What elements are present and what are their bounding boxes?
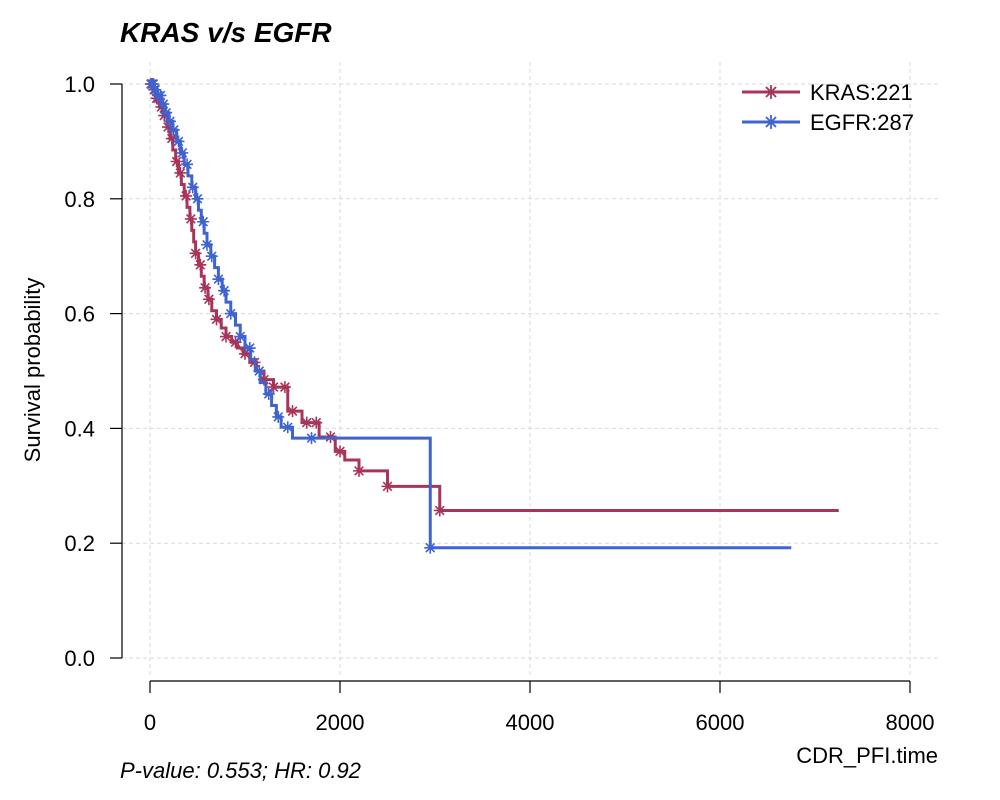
censor-mark-egfr-2 (149, 83, 162, 96)
y-tick-label-0: 0.0 (64, 646, 95, 671)
censor-mark-kras-12 (184, 212, 197, 225)
censor-mark-egfr-23 (262, 387, 275, 400)
censor-mark-egfr-6 (160, 106, 173, 119)
censor-mark-kras-11 (180, 189, 193, 202)
censor-mark-kras-20 (239, 347, 251, 360)
censor-mark-egfr-18 (218, 284, 231, 297)
axes: 0.0 0.2 0.4 0.6 0.8 1.0 0 2000 4000 6000 8000 (64, 72, 934, 735)
censor-mark-egfr-7 (163, 115, 176, 128)
y-axis-label: Survival probability (20, 278, 45, 463)
censor-mark-egfr-17 (212, 273, 225, 286)
censor-mark-kras-23 (267, 381, 280, 394)
censor-mark-kras-31 (381, 480, 394, 493)
y-tick-label-5: 1.0 (64, 72, 95, 97)
x-tick-label-1: 2000 (316, 710, 365, 735)
y-tick-label-2: 0.4 (64, 416, 95, 441)
censor-mark-egfr-9 (172, 135, 185, 148)
censor-mark-kras-22 (258, 373, 270, 386)
censor-mark-egfr-4 (154, 89, 167, 102)
censor-mark-kras-29 (334, 445, 346, 458)
censor-mark-egfr-5 (157, 98, 170, 111)
censor-mark-egfr-14 (197, 215, 210, 228)
censor-mark-egfr-8 (167, 123, 180, 136)
censor-mark-kras-19 (229, 336, 242, 349)
grid (122, 62, 940, 676)
censor-mark-kras-18 (220, 330, 232, 343)
series-layer (144, 78, 839, 554)
censor-mark-kras-30 (353, 464, 365, 477)
legend: KRAS:221 EGFR:287 (742, 80, 914, 135)
censor-mark-kras-25 (286, 405, 299, 418)
censor-mark-egfr-1 (147, 78, 160, 90)
censor-mark-egfr-22 (253, 365, 266, 377)
series-kras (144, 78, 839, 517)
censor-mark-kras-10 (174, 166, 187, 179)
legend-marker-egfr (764, 115, 778, 129)
censor-mark-egfr-21 (243, 342, 256, 355)
x-tick-label-0: 0 (144, 710, 156, 735)
censor-mark-kras-8 (165, 132, 178, 145)
censor-mark-egfr-27 (424, 541, 437, 554)
y-tick-label-3: 0.6 (64, 302, 95, 327)
censor-mark-kras-27 (310, 416, 323, 429)
series-egfr (145, 78, 792, 554)
censor-mark-egfr-12 (186, 181, 199, 194)
censor-mark-egfr-11 (181, 158, 194, 171)
censor-mark-egfr-19 (224, 307, 237, 320)
censor-mark-kras-17 (210, 313, 223, 326)
censor-mark-egfr-10 (176, 146, 189, 159)
censor-mark-egfr-15 (201, 238, 213, 251)
censor-mark-kras-26 (300, 416, 313, 429)
legend-label-egfr: EGFR:287 (810, 110, 914, 135)
legend-item-kras: KRAS:221 (742, 80, 913, 105)
chart-title: KRAS v/s EGFR (120, 17, 332, 48)
x-tick-label-4: 8000 (886, 710, 935, 735)
censor-mark-egfr-13 (191, 192, 204, 205)
p-value-annotation: P-value: 0.553; HR: 0.92 (120, 758, 361, 783)
censor-mark-kras-7 (162, 121, 175, 134)
censor-mark-egfr-26 (305, 432, 318, 445)
x-tick-label-3: 6000 (696, 710, 745, 735)
legend-label-kras: KRAS:221 (810, 80, 913, 105)
censor-mark-kras-13 (189, 247, 202, 260)
censor-mark-egfr-16 (205, 250, 218, 263)
x-axis-label: CDR_PFI.time (796, 743, 938, 768)
y-tick-label-4: 0.8 (64, 187, 95, 212)
censor-mark-egfr-24 (272, 410, 285, 423)
censor-mark-kras-15 (199, 281, 212, 294)
legend-item-egfr: EGFR:287 (742, 110, 914, 135)
censor-mark-egfr-20 (234, 330, 247, 343)
survival-curve-kras (150, 82, 839, 512)
censor-mark-kras-24 (278, 381, 291, 394)
survival-curve-egfr (150, 82, 792, 550)
censor-mark-kras-32 (433, 504, 446, 517)
censor-mark-kras-16 (202, 293, 215, 306)
legend-marker-kras (764, 85, 778, 99)
censor-mark-kras-9 (170, 155, 183, 168)
y-tick-label-1: 0.2 (64, 531, 95, 556)
censor-mark-egfr-25 (281, 421, 294, 434)
x-tick-label-2: 4000 (506, 710, 555, 735)
censor-mark-kras-14 (194, 258, 207, 271)
